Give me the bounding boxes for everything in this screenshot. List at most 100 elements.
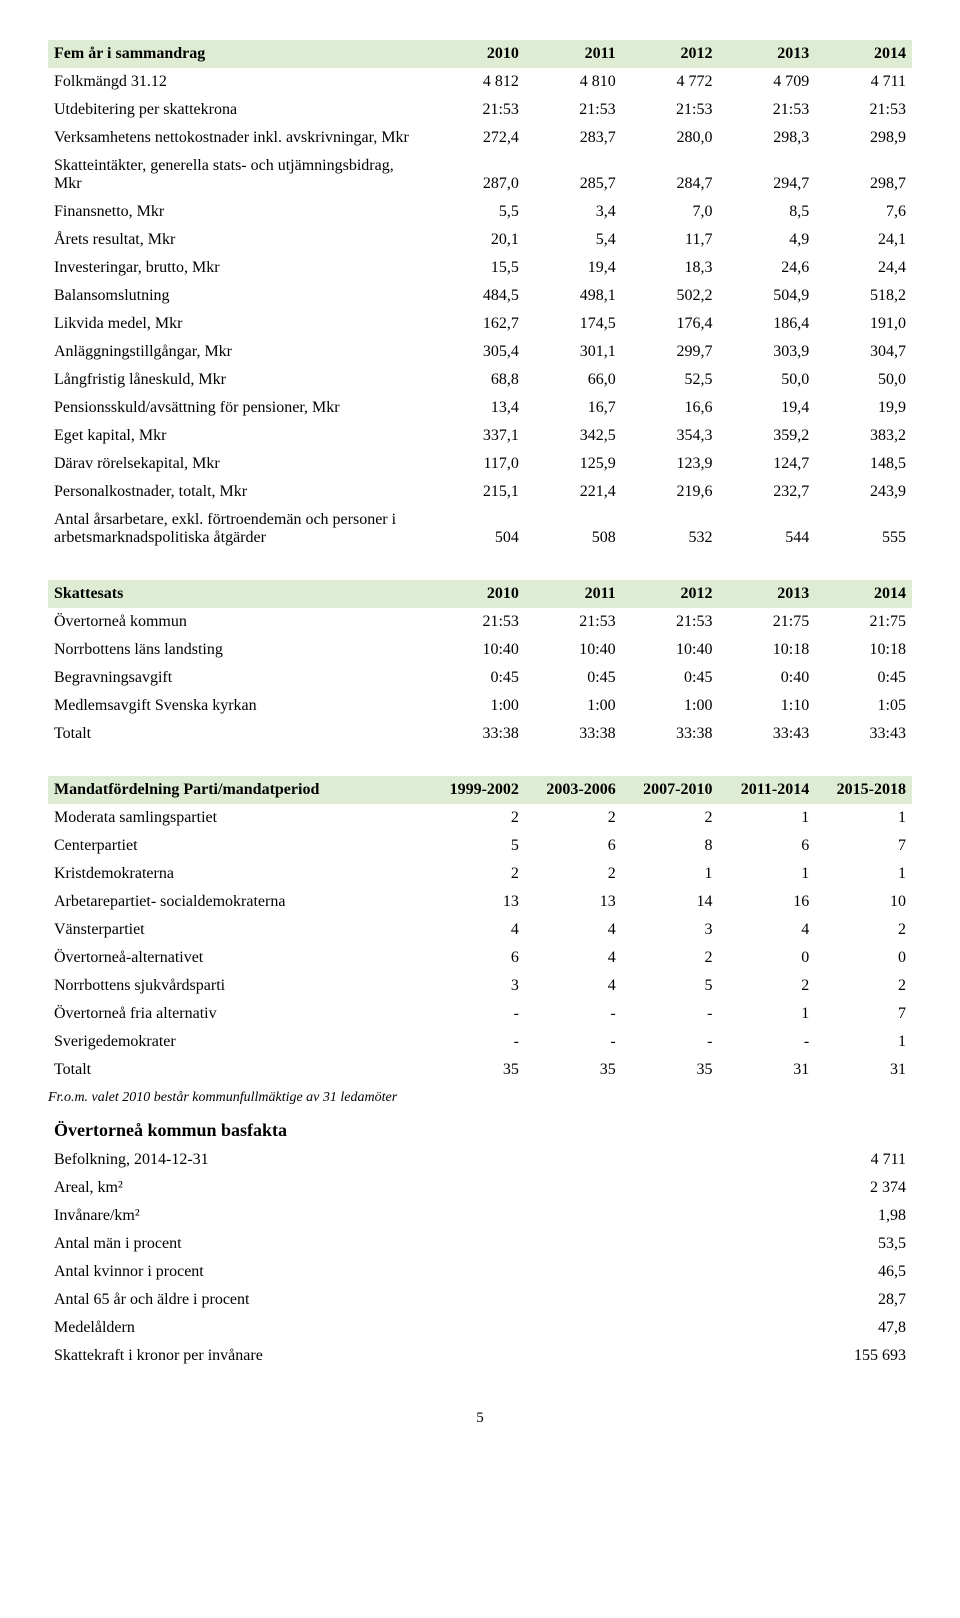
header-cell: 2012 — [622, 580, 719, 608]
basfakta-table: Övertorneå kommun basfakta Befolkning, 2… — [48, 1112, 912, 1370]
cell: 532 — [622, 506, 719, 552]
cell: 16,6 — [622, 394, 719, 422]
cell: 280,0 — [622, 124, 719, 152]
table-row: Sverigedemokrater----1 — [48, 1028, 912, 1056]
cell: 283,7 — [525, 124, 622, 152]
cell: 6 — [525, 832, 622, 860]
cell: 33:38 — [525, 720, 622, 748]
cell: 4,9 — [718, 226, 815, 254]
cell: 18,3 — [622, 254, 719, 282]
cell: 35 — [525, 1056, 622, 1084]
cell: 354,3 — [622, 422, 719, 450]
cell: 2 — [815, 972, 912, 1000]
cell: Skattekraft i kronor per invånare — [48, 1342, 718, 1370]
cell: 294,7 — [718, 152, 815, 198]
table-row: Övertorneå-alternativet64200 — [48, 944, 912, 972]
cell: - — [428, 1028, 525, 1056]
cell: 52,5 — [622, 366, 719, 394]
cell: 285,7 — [525, 152, 622, 198]
cell: 2 — [622, 804, 719, 832]
cell: 4 812 — [428, 68, 525, 96]
mandat-table: Mandatfördelning Parti/mandatperiod 1999… — [48, 776, 912, 1084]
cell: 484,5 — [428, 282, 525, 310]
cell: 2 — [525, 804, 622, 832]
cell: 1:00 — [525, 692, 622, 720]
cell: Antal kvinnor i procent — [48, 1258, 718, 1286]
table-row: Balansomslutning484,5498,1502,2504,9518,… — [48, 282, 912, 310]
cell: 502,2 — [622, 282, 719, 310]
cell: 0:45 — [622, 664, 719, 692]
table-row: Folkmängd 31.124 8124 8104 7724 7094 711 — [48, 68, 912, 96]
table-row: Långfristig låneskuld, Mkr68,866,052,550… — [48, 366, 912, 394]
cell: 35 — [622, 1056, 719, 1084]
header-cell: 2011 — [525, 580, 622, 608]
table-row: Investeringar, brutto, Mkr15,519,418,324… — [48, 254, 912, 282]
cell: 21:53 — [428, 96, 525, 124]
cell: 10:18 — [815, 636, 912, 664]
table-row: Övertorneå fria alternativ---17 — [48, 1000, 912, 1028]
cell: 4 711 — [815, 68, 912, 96]
cell: 304,7 — [815, 338, 912, 366]
cell: 2 — [815, 916, 912, 944]
cell: 21:53 — [525, 96, 622, 124]
cell: 33:38 — [428, 720, 525, 748]
cell: 16,7 — [525, 394, 622, 422]
cell: Norrbottens sjukvårdsparti — [48, 972, 428, 1000]
header-cell: 2011 — [525, 40, 622, 68]
cell: 305,4 — [428, 338, 525, 366]
cell: 10:18 — [718, 636, 815, 664]
cell: 19,9 — [815, 394, 912, 422]
cell: 33:43 — [718, 720, 815, 748]
cell: 219,6 — [622, 478, 719, 506]
cell: 10:40 — [622, 636, 719, 664]
header-cell: 2014 — [815, 40, 912, 68]
header-cell: 1999-2002 — [428, 776, 525, 804]
header-cell: 2011-2014 — [718, 776, 815, 804]
cell: 272,4 — [428, 124, 525, 152]
cell: Övertorneå kommun — [48, 608, 428, 636]
cell: Utdebitering per skattekrona — [48, 96, 428, 124]
cell: Pensionsskuld/avsättning för pensioner, … — [48, 394, 428, 422]
cell: 243,9 — [815, 478, 912, 506]
header-cell: Mandatfördelning Parti/mandatperiod — [48, 776, 428, 804]
cell: 31 — [718, 1056, 815, 1084]
cell: 0:45 — [815, 664, 912, 692]
table-row: Befolkning, 2014-12-314 711 — [48, 1146, 912, 1174]
cell: Kristdemokraterna — [48, 860, 428, 888]
cell: Långfristig låneskuld, Mkr — [48, 366, 428, 394]
cell: 7 — [815, 1000, 912, 1028]
header-cell: 2007-2010 — [622, 776, 719, 804]
cell: 0:45 — [428, 664, 525, 692]
cell: 337,1 — [428, 422, 525, 450]
cell: 2 374 — [718, 1174, 912, 1202]
table-row: Totalt3535353131 — [48, 1056, 912, 1084]
cell: - — [525, 1000, 622, 1028]
cell: - — [718, 1028, 815, 1056]
cell: 4 709 — [718, 68, 815, 96]
cell: 0 — [718, 944, 815, 972]
table-row: Årets resultat, Mkr20,15,411,74,924,1 — [48, 226, 912, 254]
basfakta-title: Övertorneå kommun basfakta — [48, 1112, 912, 1146]
cell: 124,7 — [718, 450, 815, 478]
cell: 342,5 — [525, 422, 622, 450]
cell: 4 711 — [718, 1146, 912, 1174]
cell: Antal 65 år och äldre i procent — [48, 1286, 718, 1314]
cell: 47,8 — [718, 1314, 912, 1342]
cell: 21:53 — [525, 608, 622, 636]
table-row: Centerpartiet56867 — [48, 832, 912, 860]
table-row: Finansnetto, Mkr5,53,47,08,57,6 — [48, 198, 912, 226]
cell: 21:53 — [815, 96, 912, 124]
header-cell: 2014 — [815, 580, 912, 608]
table-row: Moderata samlingspartiet22211 — [48, 804, 912, 832]
header-cell: 2003-2006 — [525, 776, 622, 804]
cell: 2 — [622, 944, 719, 972]
cell: 10:40 — [428, 636, 525, 664]
cell: 1:10 — [718, 692, 815, 720]
cell: 123,9 — [622, 450, 719, 478]
table-row: Norrbottens sjukvårdsparti34522 — [48, 972, 912, 1000]
table-row: Medlemsavgift Svenska kyrkan1:001:001:00… — [48, 692, 912, 720]
cell: Begravningsavgift — [48, 664, 428, 692]
skattesats-table: Skattesats 2010 2011 2012 2013 2014 Över… — [48, 580, 912, 748]
cell: 15,5 — [428, 254, 525, 282]
table-header-row: Skattesats 2010 2011 2012 2013 2014 — [48, 580, 912, 608]
